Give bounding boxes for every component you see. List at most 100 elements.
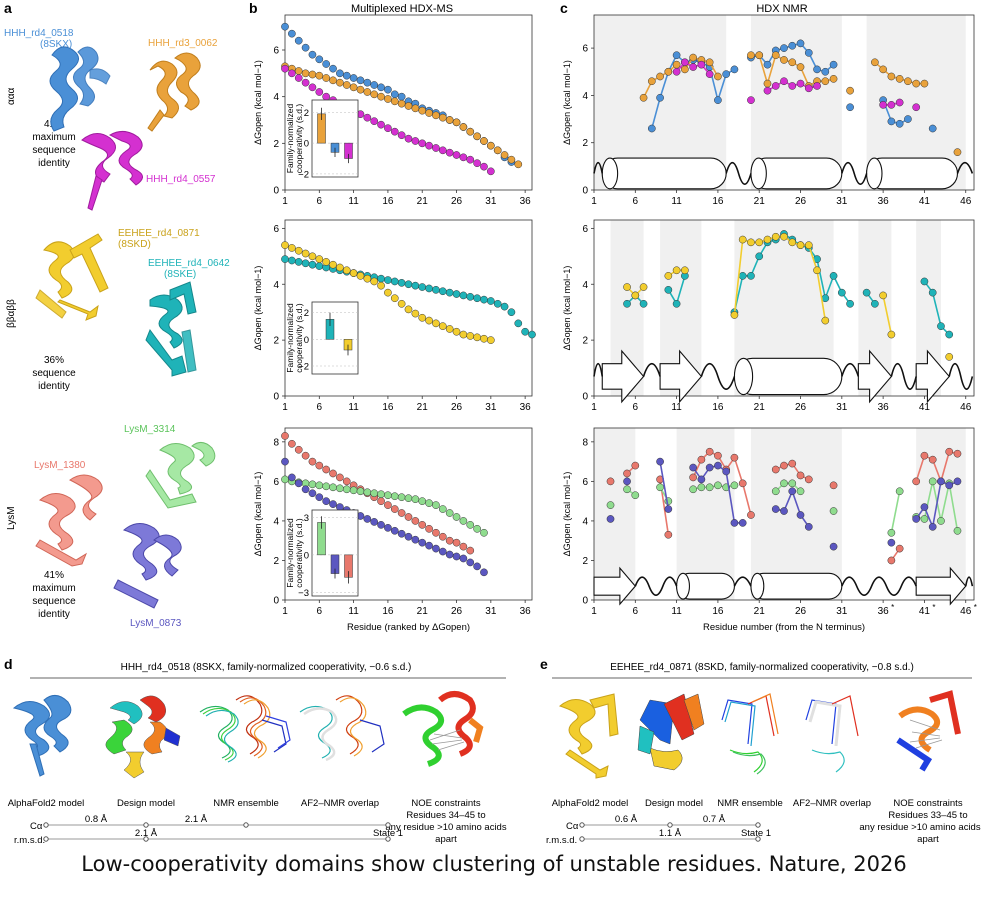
- data-point: [656, 457, 664, 466]
- y-tick-label: 0: [582, 186, 588, 197]
- y-tick-label: 0: [273, 596, 279, 607]
- x-tick-label: 16: [712, 402, 724, 413]
- structure-label: AlphaFold2 model: [552, 798, 629, 809]
- inset-tick-label: 3: [304, 513, 309, 524]
- data-point: [432, 111, 440, 120]
- data-point: [747, 96, 755, 104]
- x-tick-label: 21: [417, 402, 429, 413]
- y-tick-label: 8: [273, 437, 279, 448]
- x-tick-label: 6: [317, 606, 323, 617]
- data-point: [288, 29, 296, 38]
- data-point: [281, 432, 289, 440]
- data-point: [730, 453, 739, 462]
- y-tick-label: 6: [273, 224, 279, 235]
- series-line: [808, 244, 818, 271]
- series-line: [659, 461, 670, 510]
- x-tick-label: 16: [712, 196, 724, 207]
- data-point: [606, 477, 615, 486]
- y-tick-label: 6: [582, 224, 588, 235]
- data-point: [288, 439, 296, 448]
- data-point: [486, 167, 495, 176]
- data-point: [904, 115, 912, 123]
- data-point: [390, 277, 399, 286]
- data-point: [788, 459, 797, 468]
- x-tick-label: 36: [878, 196, 890, 207]
- x-tick-label: 36: [878, 402, 890, 413]
- x-tick-label: 6: [633, 196, 639, 207]
- data-point: [829, 60, 838, 69]
- data-point: [342, 71, 351, 80]
- panel-d-title: HHH_rd4_0518 (8SKX, family-normalized co…: [121, 662, 412, 673]
- data-point: [294, 67, 303, 75]
- data-point: [445, 536, 454, 545]
- y-tick-label: 4: [273, 516, 279, 527]
- data-point: [920, 451, 929, 460]
- data-point: [418, 538, 427, 547]
- inset-cooperativity: −2 0 2 Family-normalized cooperativity (s.d.…: [285, 99, 359, 180]
- x-tick-label: 11: [348, 606, 359, 617]
- panel-letter-e: e: [540, 656, 548, 672]
- loop-squiggle: [733, 576, 752, 587]
- data-point: [788, 58, 797, 67]
- data-point: [656, 93, 664, 102]
- data-point: [780, 77, 788, 86]
- data-point: [370, 90, 379, 99]
- data-point: [315, 71, 324, 80]
- data-point: [473, 333, 481, 342]
- data-point: [796, 511, 805, 519]
- data-point: [418, 283, 427, 291]
- data-point: [308, 50, 317, 59]
- data-point: [329, 260, 337, 269]
- data-point: [705, 463, 714, 472]
- series-line: [824, 275, 835, 299]
- data-point: [294, 246, 303, 255]
- data-point: [445, 325, 454, 333]
- data-point: [788, 238, 797, 247]
- data-point: [294, 258, 303, 266]
- data-point: [623, 477, 631, 486]
- data-point: [821, 316, 830, 325]
- data-point: [397, 299, 406, 308]
- data-point: [432, 319, 440, 328]
- inset-cooperativity: −3 0 3 Family-normalized cooperativity (s.d.…: [285, 509, 359, 599]
- data-point: [425, 499, 433, 507]
- data-point: [459, 330, 468, 339]
- series-line: [915, 455, 926, 482]
- data-point: [384, 288, 392, 297]
- series-line: [816, 270, 827, 321]
- data-point: [493, 299, 502, 308]
- inset-axis-label: Family-normalized: [285, 518, 295, 588]
- series-line: [931, 292, 942, 327]
- data-point: [937, 517, 945, 525]
- helix-cap: [733, 357, 754, 396]
- data-point: [796, 241, 805, 249]
- data-point: [459, 542, 468, 551]
- data-point: [315, 262, 324, 270]
- data-point: [308, 480, 317, 489]
- data-point: [813, 266, 821, 275]
- loop-squiggle: [725, 161, 752, 186]
- data-point: [486, 297, 495, 305]
- figure-caption: Low-cooperativity domains show clusterin…: [81, 852, 907, 876]
- data-point: [438, 146, 447, 155]
- data-point: [452, 151, 461, 159]
- rmsd-value: 0.8 Å: [85, 814, 108, 825]
- data-point: [342, 266, 351, 275]
- x-tick-label: 11: [671, 606, 682, 617]
- data-point: [370, 518, 379, 526]
- state-label: State 1: [741, 828, 771, 839]
- data-point: [871, 299, 879, 308]
- axis-label-y: ΔGopen (kcal mol−1): [562, 472, 572, 557]
- x-tick-label: 26: [795, 196, 807, 207]
- panel-letter-a: a: [4, 0, 12, 16]
- rmsd-scale-e: Cα r.m.s.d. 0.6 Å 0.7 Å 1.1 Å State 1: [546, 814, 771, 846]
- data-point: [432, 528, 440, 537]
- data-point: [329, 76, 337, 85]
- inset-tick-label: −2: [298, 169, 309, 180]
- data-point: [390, 127, 399, 136]
- data-point: [322, 497, 331, 505]
- data-point: [656, 483, 664, 492]
- structure-af2-model: [559, 693, 619, 779]
- noe-text: apart: [917, 834, 939, 845]
- data-point: [363, 113, 372, 122]
